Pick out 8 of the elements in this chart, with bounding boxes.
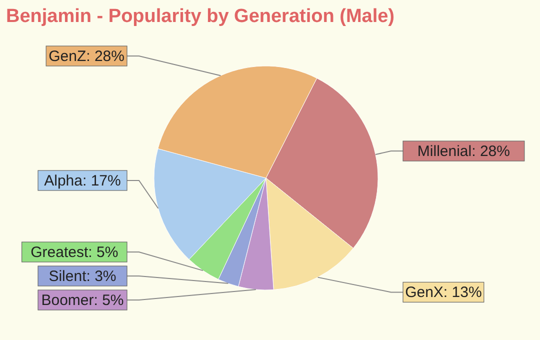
slice-label: Alpha: 17% bbox=[44, 172, 121, 190]
slice-label: GenX: 13% bbox=[405, 284, 482, 302]
slice-label: Boomer: 5% bbox=[41, 292, 124, 309]
slice-label: Silent: 3% bbox=[48, 268, 116, 285]
chart-title: Benjamin - Popularity by Generation (Male) bbox=[6, 6, 395, 27]
slice-label: Millenial: 28% bbox=[417, 143, 510, 160]
slice-label: GenZ: 28% bbox=[48, 48, 124, 65]
slice-label: Greatest: 5% bbox=[30, 244, 118, 261]
